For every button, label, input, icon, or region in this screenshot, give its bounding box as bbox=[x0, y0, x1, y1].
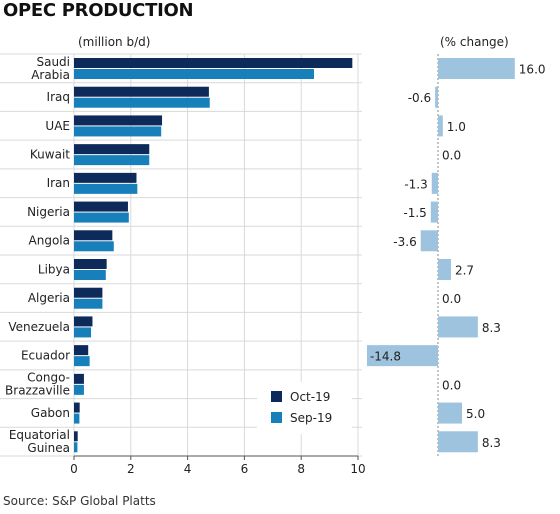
bar-sep-19 bbox=[74, 442, 78, 453]
pct-change-label: -14.8 bbox=[370, 350, 401, 364]
pct-change-bar bbox=[438, 402, 462, 424]
pct-change-bar bbox=[435, 86, 438, 108]
bar-oct-19 bbox=[74, 230, 113, 241]
legend-label: Oct-19 bbox=[290, 390, 330, 404]
bar-oct-19 bbox=[74, 373, 84, 384]
bar-oct-19 bbox=[74, 316, 93, 327]
pct-change-bar bbox=[438, 259, 451, 280]
category-label: Equatorial bbox=[9, 428, 70, 442]
bar-sep-19 bbox=[74, 97, 210, 108]
pct-change-bar bbox=[438, 431, 478, 453]
x-tick-label: 0 bbox=[70, 462, 78, 476]
bar-sep-19 bbox=[74, 241, 114, 252]
bar-sep-19 bbox=[74, 69, 314, 79]
pct-change-bar bbox=[430, 201, 438, 223]
bar-oct-19 bbox=[74, 144, 150, 155]
category-label: Angola bbox=[29, 234, 70, 248]
pct-change-bar bbox=[438, 316, 478, 338]
pct-change-label: 0.0 bbox=[442, 378, 461, 392]
pct-change-bar bbox=[438, 115, 443, 137]
category-label: Venezuela bbox=[8, 320, 70, 334]
x-tick-label: 6 bbox=[241, 462, 249, 476]
category-label: Iraq bbox=[47, 90, 70, 104]
category-label: Libya bbox=[38, 262, 70, 276]
pct-change-label: 8.3 bbox=[482, 436, 501, 450]
x-tick-label: 10 bbox=[350, 462, 365, 476]
pct-change-label: 8.3 bbox=[482, 321, 501, 335]
bar-oct-19 bbox=[74, 115, 163, 126]
x-axis: 0 2 4 6 8 10 bbox=[70, 455, 366, 476]
left-unit-label: (million b/d) bbox=[78, 35, 150, 49]
bar-sep-19 bbox=[74, 183, 138, 194]
pct-change-bar bbox=[431, 172, 438, 194]
legend-box bbox=[257, 382, 352, 434]
bar-oct-19 bbox=[74, 172, 137, 183]
chart-title: OPEC PRODUCTION bbox=[3, 0, 194, 21]
pct-change-bar bbox=[420, 230, 438, 252]
right-unit-label: (% change) bbox=[440, 35, 509, 49]
pct-change-bar bbox=[366, 345, 438, 367]
bar-sep-19 bbox=[74, 270, 106, 280]
category-label: UAE bbox=[45, 119, 70, 133]
pct-change-bar bbox=[438, 58, 515, 79]
legend: Oct-19 Sep-19 bbox=[257, 382, 352, 434]
bar-oct-19 bbox=[74, 402, 80, 413]
category-label: Nigeria bbox=[27, 205, 70, 219]
bar-oct-19 bbox=[74, 345, 89, 356]
category-label: Gabon bbox=[31, 406, 70, 420]
bar-sep-19 bbox=[74, 298, 103, 309]
pct-change-label: 0.0 bbox=[442, 292, 461, 306]
pct-change-label: 0.0 bbox=[442, 149, 461, 163]
production-bars bbox=[74, 58, 353, 453]
bar-sep-19 bbox=[74, 327, 92, 338]
x-tick-label: 8 bbox=[297, 462, 305, 476]
bar-sep-19 bbox=[74, 413, 80, 424]
pct-change-label: 16.0 bbox=[519, 63, 546, 77]
category-label: Kuwait bbox=[30, 148, 70, 162]
bar-oct-19 bbox=[74, 86, 209, 97]
x-tick-label: 2 bbox=[127, 462, 135, 476]
bar-sep-19 bbox=[74, 155, 150, 166]
category-label: Arabia bbox=[31, 68, 70, 82]
category-label: Brazzaville bbox=[5, 384, 70, 398]
pct-change-label: -1.5 bbox=[403, 206, 426, 220]
pct-change-label: -1.3 bbox=[404, 177, 427, 191]
bar-oct-19 bbox=[74, 431, 78, 442]
x-tick-label: 4 bbox=[184, 462, 192, 476]
legend-label: Sep-19 bbox=[290, 411, 332, 425]
legend-swatch bbox=[271, 412, 282, 423]
category-label: Guinea bbox=[27, 441, 70, 455]
bar-oct-19 bbox=[74, 201, 128, 212]
category-label: Ecuador bbox=[21, 349, 70, 363]
pct-change-label: -3.6 bbox=[393, 235, 416, 249]
legend-swatch bbox=[271, 391, 282, 402]
bar-oct-19 bbox=[74, 259, 107, 269]
bar-sep-19 bbox=[74, 212, 129, 223]
pct-change-label: 1.0 bbox=[447, 120, 466, 134]
category-label: Iran bbox=[47, 176, 70, 190]
pct-change-label: 5.0 bbox=[466, 407, 485, 421]
pct-change-label: 2.7 bbox=[455, 264, 474, 278]
percent-change-panel: 16.0 -0.6 1.0 0.0 -1.3 -1.5 -3.6 2.7 0.0 8.3 -14.8… bbox=[366, 54, 546, 456]
category-label: Algeria bbox=[28, 291, 70, 305]
bar-sep-19 bbox=[74, 384, 84, 395]
bar-sep-19 bbox=[74, 356, 90, 367]
bar-oct-19 bbox=[74, 58, 353, 68]
source-note: Source: S&P Global Platts bbox=[3, 494, 156, 508]
bar-sep-19 bbox=[74, 126, 162, 137]
bar-oct-19 bbox=[74, 287, 103, 298]
category-label: Saudi bbox=[36, 55, 70, 69]
pct-change-label: -0.6 bbox=[408, 91, 431, 105]
category-label: Congo- bbox=[27, 371, 70, 385]
